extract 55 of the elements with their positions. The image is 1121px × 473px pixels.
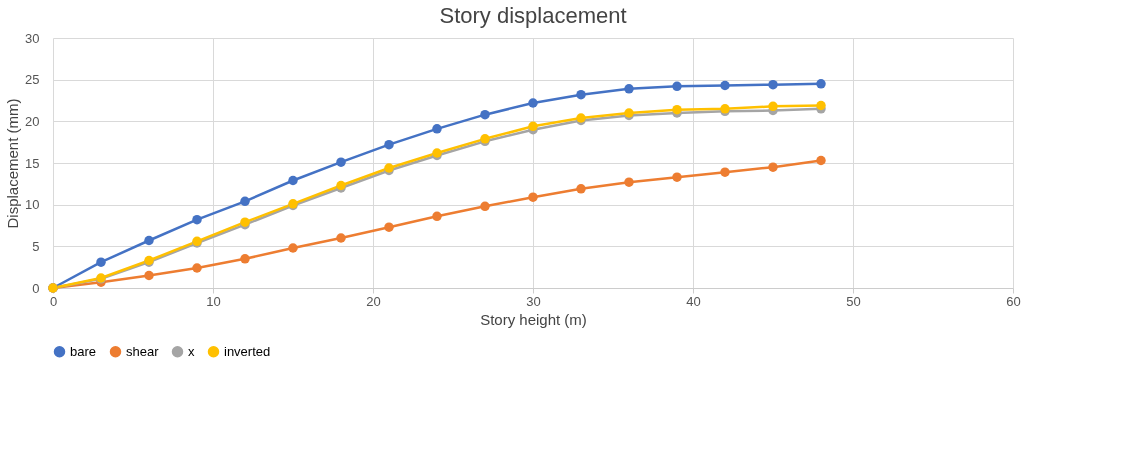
x-tick-label: 50 — [846, 293, 861, 309]
point — [672, 81, 682, 92]
point — [240, 196, 250, 207]
x-tick-label: 10 — [206, 293, 221, 309]
y-tick-label: 10 — [25, 197, 40, 213]
point — [240, 254, 250, 264]
point — [480, 201, 490, 212]
x-tick-label: 60 — [1006, 293, 1021, 309]
legend-label: x — [188, 343, 195, 359]
legend-label: inverted — [224, 343, 271, 359]
y-tick-label: 0 — [32, 280, 40, 296]
point — [336, 233, 346, 243]
point — [96, 257, 106, 267]
x-axis-title: Story height (m) — [480, 310, 587, 328]
point — [672, 172, 682, 182]
y-axis-title: Displacement (mm) — [4, 98, 22, 229]
y-tick-label: 30 — [25, 30, 40, 46]
point — [768, 79, 778, 90]
point — [192, 263, 202, 273]
point — [384, 139, 394, 150]
point — [480, 109, 490, 120]
point — [816, 79, 826, 89]
y-tick-label: 25 — [25, 72, 40, 88]
point — [720, 80, 730, 91]
y-tick-label: 5 — [32, 238, 40, 254]
point — [624, 177, 634, 187]
point — [144, 235, 154, 246]
x-tick-label: 20 — [366, 293, 381, 309]
point — [672, 104, 682, 115]
point — [384, 222, 394, 232]
point — [768, 162, 778, 172]
point — [816, 155, 826, 166]
point — [624, 84, 634, 94]
point — [432, 124, 442, 134]
point — [528, 98, 538, 108]
point — [768, 101, 778, 112]
point — [336, 157, 346, 167]
point — [576, 184, 586, 194]
point — [144, 270, 154, 281]
point — [288, 175, 298, 186]
x-tick-label: 30 — [526, 293, 541, 309]
x-tick-label: 40 — [686, 293, 701, 309]
chart-title: Story displacement — [439, 3, 627, 28]
point — [192, 214, 202, 225]
point — [816, 100, 826, 111]
y-tick-label: 20 — [25, 113, 40, 129]
y-tick-label: 15 — [25, 155, 40, 171]
legend-label: bare — [70, 343, 97, 359]
point — [528, 192, 538, 202]
x-tick-label: 0 — [49, 293, 58, 309]
point — [720, 167, 730, 177]
point — [576, 89, 586, 100]
legend-label: shear — [126, 343, 160, 359]
point — [288, 243, 298, 253]
point — [432, 211, 442, 222]
